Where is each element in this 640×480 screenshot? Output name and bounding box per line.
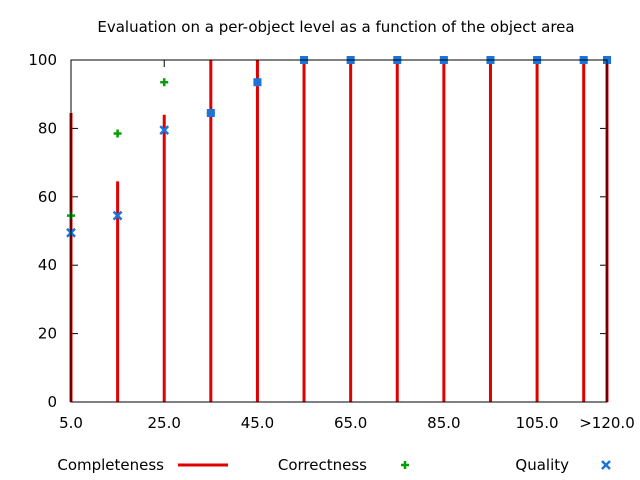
y-tick-label: 40 [38, 256, 57, 274]
x-tick-label: >120.0 [579, 414, 635, 432]
quality-point-center [162, 128, 167, 133]
y-tick-label: 60 [38, 188, 57, 206]
x-tick-label: 25.0 [148, 414, 181, 432]
quality-point [206, 109, 215, 118]
marks-layer [66, 56, 611, 402]
legend-label-quality: Quality [515, 456, 569, 474]
x-tick-label: 45.0 [241, 414, 274, 432]
quality-point-square [206, 109, 215, 118]
legend-swatch-d2 [601, 460, 611, 470]
chart-title: Evaluation on a per-object level as a fu… [97, 18, 574, 36]
legend-label-correctness: Correctness [278, 456, 367, 474]
quality-point [159, 125, 170, 135]
legend: Completeness Correctness Quality [57, 456, 611, 474]
y-tick-label: 100 [28, 51, 57, 69]
quality-point [253, 78, 262, 87]
correctness-point [160, 78, 169, 87]
y-tick-label: 0 [47, 393, 57, 411]
y-tick-label: 80 [38, 119, 57, 137]
plot-frame [70, 59, 608, 403]
legend-swatch-quality [601, 460, 611, 470]
x-tick-label: 105.0 [516, 414, 559, 432]
legend-label-completeness: Completeness [57, 456, 164, 474]
x-tick-label: 65.0 [334, 414, 367, 432]
correctness-point [113, 129, 122, 138]
quality-point-center [115, 213, 120, 218]
x-tick-label: 85.0 [427, 414, 460, 432]
legend-swatch-correctness [401, 461, 409, 469]
ticks-layer: 0 20 40 60 80 100 5.0 25.0 45.0 65.0 85.0 105.0 >120… [28, 51, 634, 432]
x-tick-label: 5.0 [59, 414, 83, 432]
y-tick-label: 20 [38, 325, 57, 343]
quality-point-square [253, 78, 262, 87]
quality-point [112, 210, 123, 221]
